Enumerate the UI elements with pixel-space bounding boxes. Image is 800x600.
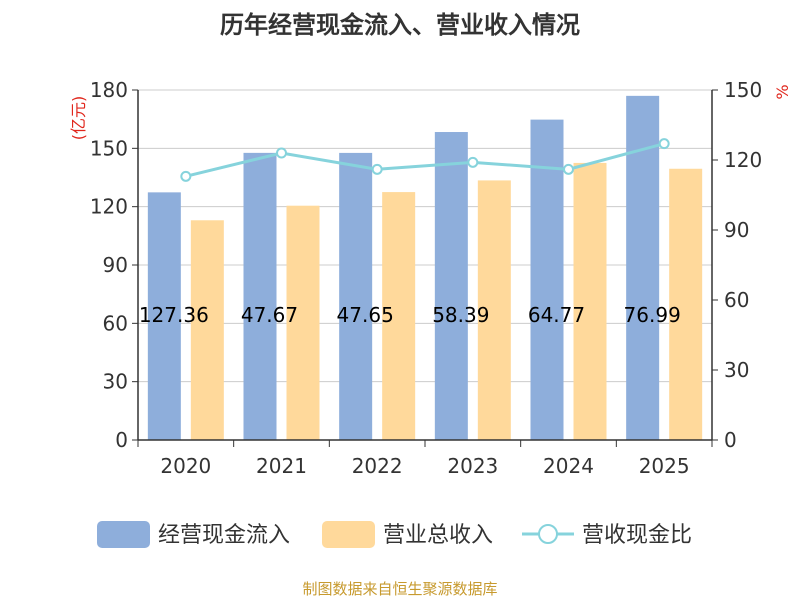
- bar-revenue: [382, 192, 416, 440]
- legend-swatch-revenue: [322, 521, 375, 548]
- bar-revenue: [477, 180, 511, 440]
- data-label: 76.99: [624, 303, 681, 327]
- left-tick-label: 120: [90, 195, 128, 219]
- data-label: 127.36: [139, 303, 209, 327]
- legend-swatch-cash-inflow: [97, 521, 150, 548]
- left-tick-label: 150: [90, 136, 128, 160]
- x-tick-label: 2024: [543, 454, 594, 478]
- left-tick-label: 0: [115, 428, 128, 452]
- right-axis-unit: %: [773, 84, 792, 99]
- x-tick-label: 2023: [447, 454, 498, 478]
- right-tick-label: 0: [724, 428, 737, 452]
- bar-revenue: [286, 205, 320, 440]
- x-tick-label: 2021: [256, 454, 307, 478]
- data-label: 47.65: [337, 303, 394, 327]
- left-axis-unit: (亿元): [69, 96, 88, 141]
- bar-cash-inflow: [243, 152, 277, 440]
- right-tick-label: 150: [724, 78, 762, 102]
- legend-label-revenue: 营业总收入: [383, 523, 493, 548]
- x-tick-label: 2025: [639, 454, 690, 478]
- line-point: [371, 163, 383, 175]
- right-tick-label: 30: [724, 358, 749, 382]
- bar-cash-inflow: [339, 152, 373, 440]
- bars: [147, 95, 703, 440]
- left-tick-label: 180: [90, 78, 128, 102]
- line-cash-ratio: [185, 142, 665, 178]
- grid: [138, 89, 712, 383]
- data-label: 64.77: [528, 303, 585, 327]
- left-tick-label: 90: [103, 253, 128, 277]
- source-note: 制图数据来自恒生聚源数据库: [302, 580, 497, 598]
- line-point: [658, 138, 670, 150]
- bar-cash-inflow: [530, 119, 564, 440]
- x-tick-label: 2022: [352, 454, 403, 478]
- line-point: [467, 156, 479, 168]
- right-tick-label: 90: [724, 218, 749, 242]
- data-labels: 127.36 47.67 47.65 58.39 64.77 76.99: [139, 303, 681, 327]
- legend-label-ratio: 营收现金比: [582, 523, 692, 548]
- right-tick-label: 60: [724, 288, 749, 312]
- bar-cash-inflow: [434, 132, 468, 440]
- legend-swatch-marker: [538, 524, 558, 544]
- left-tick-label: 60: [103, 311, 128, 335]
- bar-revenue: [573, 162, 607, 440]
- legend: 经营现金流入 营业总收入 营收现金比: [97, 521, 692, 548]
- data-label: 58.39: [432, 303, 489, 327]
- line-point: [180, 170, 192, 182]
- axes: 0 30 60 90 120 150 180 0 30 60 90 120 150 2020 2021 202…: [90, 78, 762, 478]
- bar-cash-inflow: [147, 192, 181, 440]
- data-label: 47.67: [241, 303, 298, 327]
- left-tick-label: 30: [103, 370, 128, 394]
- chart-title: 历年经营现金流入、营业收入情况: [220, 11, 580, 39]
- line-point: [563, 163, 574, 175]
- legend-label-cash-inflow: 经营现金流入: [158, 523, 290, 548]
- right-tick-label: 120: [724, 148, 762, 172]
- line-series: [180, 138, 670, 182]
- line-point: [276, 147, 287, 159]
- bar-revenue: [190, 220, 224, 440]
- bar-revenue: [669, 168, 703, 440]
- x-tick-label: 2020: [160, 454, 211, 478]
